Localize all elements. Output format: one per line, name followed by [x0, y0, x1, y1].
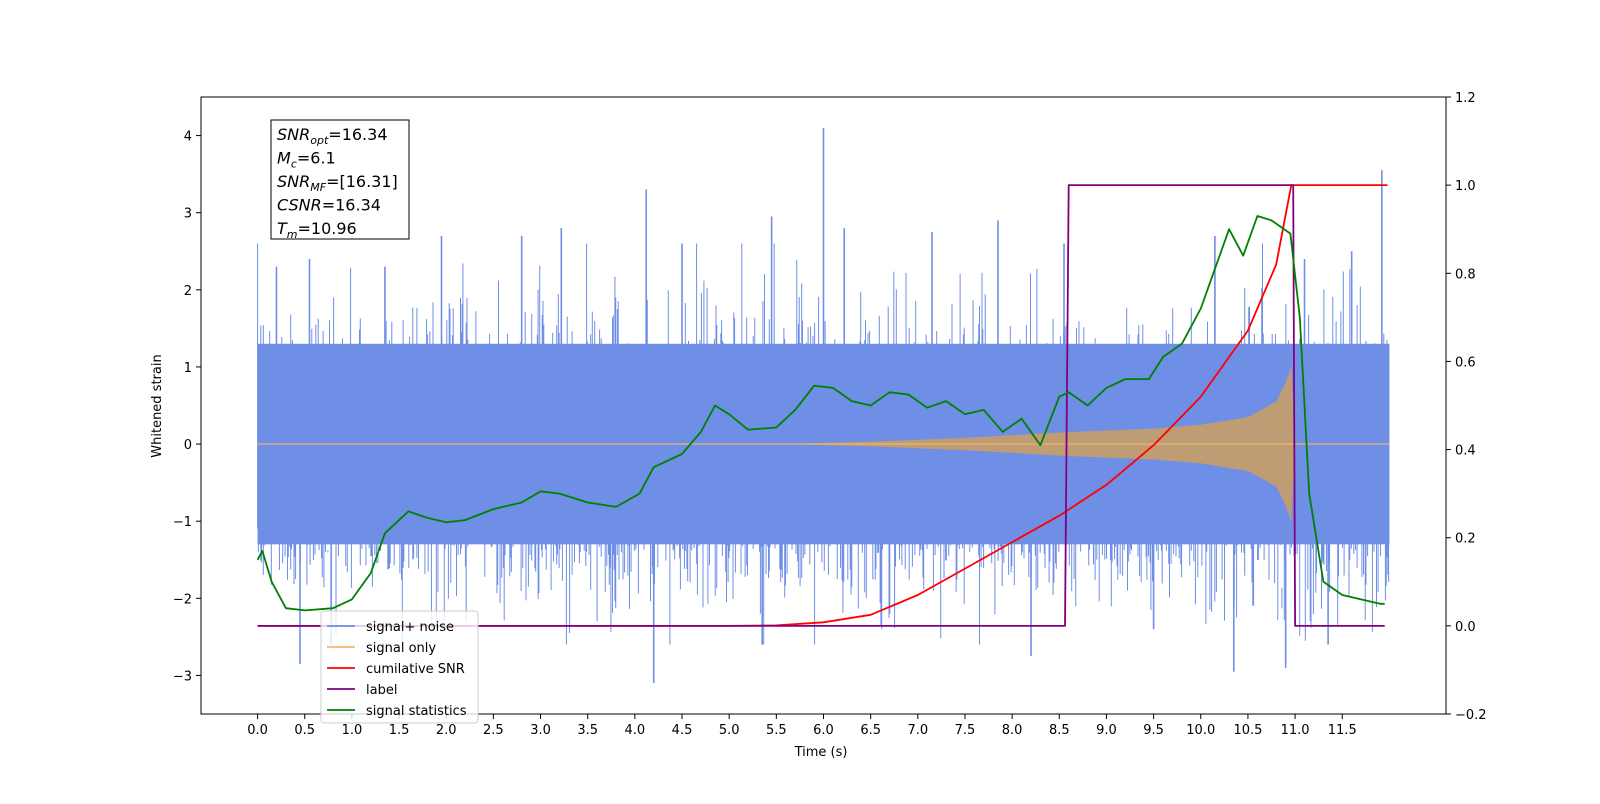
x-tick-label: 8.0 — [1002, 723, 1023, 738]
annotation-line: CSNR=16.34 — [277, 196, 381, 215]
y2-tick-label: 1.2 — [1455, 91, 1476, 106]
y-tick-label: −2 — [173, 592, 192, 607]
annotation-symbol: SNR — [277, 125, 310, 144]
y-tick-label: 3 — [184, 207, 192, 222]
x-tick-label: 10.0 — [1186, 723, 1215, 738]
legend-label: signal+ noise — [366, 620, 454, 635]
y-tick-label: −1 — [173, 515, 192, 530]
y2-tick-label: −0.2 — [1455, 708, 1487, 723]
x-tick-label: 11.0 — [1281, 723, 1310, 738]
annotation-line: SNRMF=[16.31] — [277, 172, 398, 194]
x-tick-label: 2.0 — [436, 723, 457, 738]
annotation-subscript: opt — [310, 134, 329, 147]
y-tick-label: 1 — [184, 361, 192, 376]
x-tick-label: 7.0 — [907, 723, 928, 738]
x-axis: 0.0 0.5 1.0 1.5 2.0 2.5 3.0 3.5 4.0 4.5 5.0 5.5 6.0 6… — [247, 714, 1357, 738]
y-axis-left: −3 −2 −1 0 1 2 3 4 — [173, 130, 201, 684]
y2-tick-label: 0.4 — [1455, 444, 1476, 459]
x-tick-label: 9.5 — [1143, 723, 1164, 738]
legend-label: cumilative SNR — [366, 662, 465, 677]
annotation-subscript: c — [291, 158, 297, 171]
x-axis-label: Time (s) — [794, 745, 848, 760]
y2-tick-label: 0.8 — [1455, 267, 1476, 282]
annotation-value: =16.34 — [328, 125, 387, 144]
annotation-value: =[16.31] — [326, 172, 398, 191]
x-tick-label: 8.5 — [1049, 723, 1070, 738]
x-tick-label: 9.0 — [1096, 723, 1117, 738]
x-tick-label: 2.5 — [483, 723, 504, 738]
line-series — [256, 184, 1388, 627]
x-tick-label: 6.0 — [813, 723, 834, 738]
annotation-line: SNRopt=16.34 — [277, 125, 388, 147]
x-tick-label: 10.5 — [1233, 723, 1262, 738]
legend: signal+ noise signal only cumilative SNR la… — [320, 610, 479, 724]
y-tick-label: 2 — [184, 284, 192, 299]
label-line — [257, 184, 1385, 627]
annotation-value: =10.96 — [298, 219, 357, 238]
y2-tick-label: 0.0 — [1455, 620, 1476, 635]
plot-area — [200, 96, 1447, 715]
annotation-value: =6.1 — [297, 149, 336, 168]
y2-tick-label: 0.6 — [1455, 355, 1476, 370]
legend-label: signal statistics — [366, 704, 467, 719]
y-tick-label: 0 — [184, 438, 192, 453]
y-tick-label: 4 — [184, 130, 192, 145]
y-axis-right: −0.2 0.0 0.2 0.4 0.6 0.8 1.0 1.2 — [1446, 91, 1487, 723]
legend-label: signal only — [366, 641, 436, 656]
x-tick-label: 6.5 — [860, 723, 881, 738]
signal-only-series — [257, 366, 1390, 522]
x-tick-label: 0.0 — [247, 723, 268, 738]
annotation-symbol: M — [277, 149, 291, 168]
annotation-symbol: CSNR — [277, 196, 322, 215]
annotation-symbol: SNR — [277, 172, 310, 191]
x-tick-label: 0.5 — [294, 723, 315, 738]
x-tick-label: 3.0 — [530, 723, 551, 738]
x-tick-label: 7.5 — [955, 723, 976, 738]
x-tick-label: 5.0 — [719, 723, 740, 738]
y-axis-label: Whitened strain — [150, 354, 165, 457]
x-tick-label: 4.0 — [625, 723, 646, 738]
x-tick-label: 3.5 — [577, 723, 598, 738]
x-tick-label: 1.5 — [389, 723, 410, 738]
annotation-line: Mc=6.1 — [277, 149, 336, 171]
x-tick-label: 11.5 — [1328, 723, 1357, 738]
legend-label: label — [366, 683, 397, 698]
y-tick-label: −3 — [173, 669, 192, 684]
x-tick-label: 1.0 — [342, 723, 363, 738]
y2-tick-label: 0.2 — [1455, 532, 1476, 547]
x-tick-label: 4.5 — [672, 723, 693, 738]
x-tick-label: 5.5 — [766, 723, 787, 738]
signal-statistics-line — [256, 215, 1385, 612]
annotation-line: Tm=10.96 — [277, 219, 357, 241]
annotation-subscript: MF — [310, 181, 326, 194]
y2-tick-label: 1.0 — [1455, 179, 1476, 194]
annotation-symbol: T — [277, 219, 288, 238]
annotation-subscript: m — [287, 228, 298, 241]
annotation-value: =16.34 — [322, 196, 381, 215]
signal-noise-series — [257, 127, 1390, 684]
annotation-box: SNRopt=16.34Mc=6.1SNRMF=[16.31]CSNR=16.3… — [270, 119, 410, 241]
